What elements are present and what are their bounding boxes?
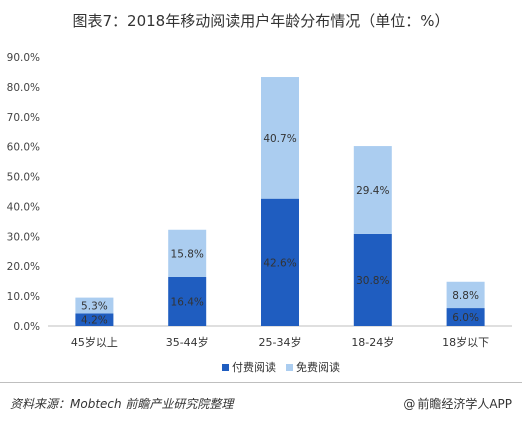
bar-segment — [446, 281, 485, 309]
y-tick-label: 80.0% — [7, 82, 40, 94]
bar-segment — [168, 229, 207, 277]
data-label: 8.8% — [452, 290, 479, 302]
x-axis: 45岁以上 35-44岁 25-34岁 18-24岁 18岁以下 — [71, 335, 489, 349]
legend: 付费阅读 免费阅读 — [222, 360, 340, 374]
bar-segment — [75, 297, 114, 314]
data-label: 40.7% — [263, 133, 296, 145]
brand-name: 前瞻经济学人APP — [417, 397, 512, 411]
footer: 资料来源：Mobtech 前瞻产业研究院整理 @ 前瞻经济学人APP — [0, 382, 522, 421]
data-label: 5.3% — [81, 301, 108, 313]
y-tick-label: 10.0% — [7, 291, 40, 303]
x-tick-label: 35-44岁 — [166, 335, 209, 349]
x-tick-label: 18-24岁 — [351, 335, 394, 349]
data-label: 16.4% — [171, 296, 204, 308]
data-label: 4.2% — [81, 315, 108, 327]
bar-segment — [168, 276, 207, 326]
legend-swatch — [286, 364, 293, 371]
data-label: 6.0% — [452, 312, 479, 324]
source-note: 资料来源：Mobtech 前瞻产业研究院整理 — [10, 397, 234, 411]
bar-segment — [353, 233, 392, 326]
bar-segment — [261, 77, 299, 199]
x-tick-label: 25-34岁 — [259, 335, 302, 349]
y-tick-label: 30.0% — [7, 231, 40, 243]
y-tick-label: 60.0% — [7, 142, 40, 154]
bars: 4.2% 5.3% 16.4% 15.8% 42.6% 40.7% 30.8% 29.4% 6.… — [75, 77, 485, 327]
y-tick-label: 70.0% — [7, 112, 40, 124]
x-tick-label: 18岁以下 — [442, 335, 489, 349]
legend-swatch — [222, 364, 229, 371]
y-tick-label: 90.0% — [7, 52, 40, 64]
y-tick-label: 40.0% — [7, 201, 40, 213]
stacked-bar-chart: 0.0% 10.0% 20.0% 30.0% 40.0% 50.0% 60.0% 70.0% 8… — [7, 52, 512, 374]
x-tick-label: 45岁以上 — [71, 335, 118, 349]
data-label: 30.8% — [356, 275, 389, 287]
y-axis: 0.0% 10.0% 20.0% 30.0% 40.0% 50.0% 60.0% 70.0% 8… — [7, 52, 40, 333]
bar-segment — [75, 313, 114, 326]
y-tick-label: 20.0% — [7, 261, 40, 273]
bar-segment — [353, 146, 392, 234]
bar-segment — [261, 198, 299, 326]
data-label: 42.6% — [263, 257, 296, 269]
y-tick-label: 50.0% — [7, 172, 40, 184]
bar-segment — [446, 308, 485, 326]
chart-title: 图表7：2018年移动阅读用户年龄分布情况（单位：%） — [72, 12, 450, 30]
legend-label: 免费阅读 — [296, 360, 340, 374]
brand-credit: @ 前瞻经济学人APP — [403, 395, 512, 412]
y-tick-label: 0.0% — [13, 321, 40, 333]
data-label: 29.4% — [356, 185, 389, 197]
legend-label: 付费阅读 — [232, 360, 276, 374]
data-label: 15.8% — [171, 248, 204, 260]
at-icon: @ — [403, 397, 416, 411]
